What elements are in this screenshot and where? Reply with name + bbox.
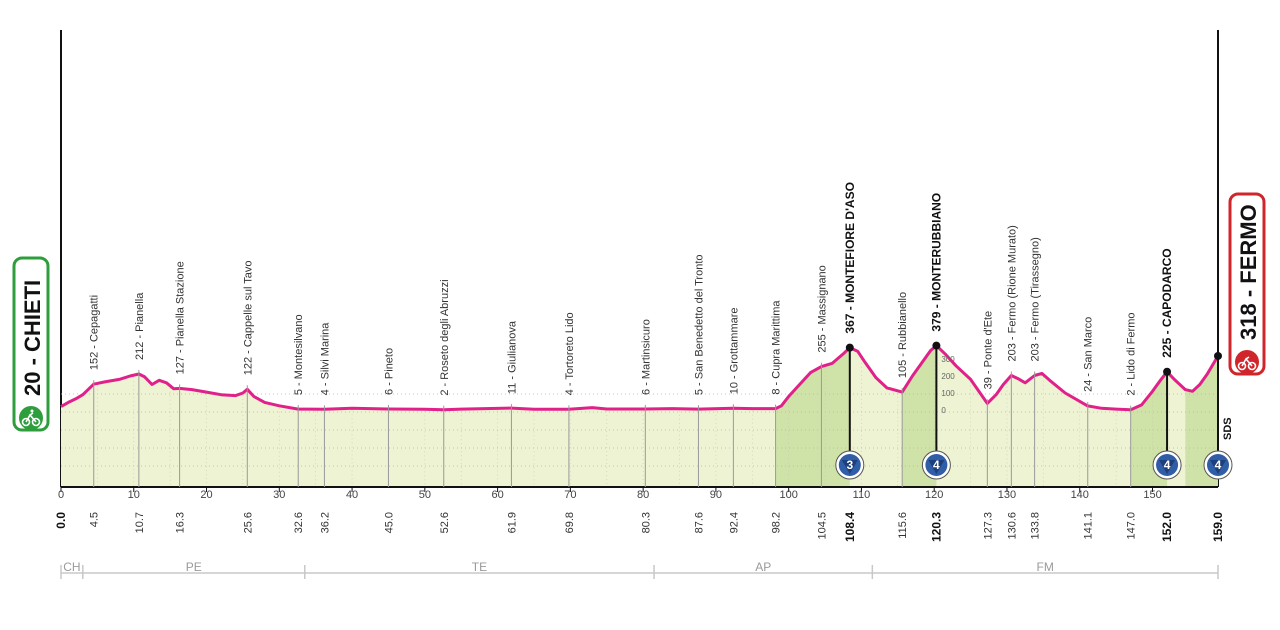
profile-line — [60, 344, 1220, 412]
start-city-label: 20 - CHIETI — [20, 280, 45, 396]
start-badge: 20 - CHIETI — [12, 256, 50, 432]
mountain-icon — [928, 460, 945, 474]
waypoint-label: 225 - CAPODARCO — [1160, 248, 1174, 357]
x-tick-label: 10 — [128, 489, 140, 501]
altitude-scale-label: 300 — [941, 355, 955, 364]
waypoint-km-label: 69.8 — [564, 512, 576, 533]
waypoint-label: 2 - Roseto degli Abruzzi — [439, 279, 451, 395]
mountain-icon — [1210, 460, 1226, 474]
x-tick-label: 110 — [853, 489, 871, 501]
waypoint-km-label: 130.6 — [1006, 512, 1018, 540]
waypoint-label: 6 - Pineto — [383, 348, 395, 395]
finish-badge: 318 - FERMO — [1228, 192, 1266, 376]
waypoint-label: 39 - Ponte d'Ete — [982, 311, 994, 390]
altitude-scale-label: 200 — [941, 372, 955, 381]
waypoint-km-label: 61.9 — [506, 512, 518, 533]
x-tick-label: 40 — [346, 489, 358, 501]
province-label: FM — [1037, 560, 1054, 574]
finish-flag-icon — [1237, 356, 1257, 371]
start-icon-circle — [19, 406, 43, 430]
x-tick-label: 0 — [58, 489, 64, 501]
cyclist-icon — [21, 409, 41, 427]
waypoint-km-label: 115.6 — [897, 512, 909, 539]
x-tick-label: 120 — [925, 489, 943, 501]
gpm-marker-dot — [845, 343, 854, 352]
waypoint-label: 10 - Grottammare — [728, 307, 740, 394]
waypoint-label: 367 - MONTEFIORE D'ASO — [843, 182, 857, 334]
waypoint-km-label: 108.4 — [843, 512, 857, 542]
waypoint-label: 5 - Montesilvano — [293, 314, 305, 395]
x-tick-label: 130 — [998, 489, 1016, 501]
waypoint-label: 203 - Fermo (Tirassegno) — [1030, 237, 1042, 361]
waypoint-label: 4 - Silvi Marina — [319, 322, 331, 396]
x-tick-label: 100 — [779, 489, 797, 501]
gpm-category-label: 3 — [846, 458, 853, 472]
waypoint-label: 122 - Cappelle sul Tavo — [242, 260, 254, 375]
x-tick-label: 90 — [710, 489, 722, 501]
waypoint-km-label: 10.7 — [134, 512, 146, 533]
waypoint-km-label: 32.6 — [293, 512, 305, 533]
waypoint-km-label: 4.5 — [89, 512, 101, 527]
waypoint-label: 8 - Cupra Marittima — [771, 300, 783, 395]
waypoint-label: 4 - Tortoreto Lido — [564, 312, 576, 395]
waypoint-label: 105 - Rubbianello — [897, 292, 909, 378]
gpm-marker-dot — [1214, 351, 1222, 360]
x-tick-label: 150 — [1143, 489, 1161, 501]
waypoint-label: 2 - Lido di Fermo — [1126, 313, 1138, 396]
climb-area — [775, 347, 850, 487]
waypoint-km-label: 127.3 — [982, 512, 994, 540]
waypoint-label: 379 - MONTERUBBIANO — [929, 193, 943, 332]
waypoint-km-label: 80.3 — [640, 512, 652, 533]
waypoint-km-label: 16.3 — [175, 512, 187, 533]
waypoint-km-label: 36.2 — [319, 512, 331, 533]
province-label: PE — [186, 560, 202, 574]
waypoint-km-label: 104.5 — [816, 512, 828, 540]
waypoint-km-label: 141.1 — [1083, 512, 1095, 540]
gpm-category-label: 4 — [1215, 458, 1222, 472]
gpm-marker-dot — [1163, 367, 1172, 376]
x-tick-label: 60 — [491, 489, 503, 501]
gpm-category-label: 4 — [933, 458, 940, 472]
waypoint-km-label: 87.6 — [693, 512, 705, 533]
waypoint-km-label: 120.3 — [929, 512, 943, 542]
mountain-icon — [1159, 460, 1176, 474]
province-label: CH — [63, 560, 80, 574]
waypoint-km-label: 45.0 — [383, 512, 395, 533]
sds-label: SDS — [1222, 417, 1234, 440]
province-label: TE — [472, 560, 487, 574]
waypoint-label: 212 - Pianella — [134, 292, 146, 360]
waypoint-km-label: 0.0 — [54, 512, 68, 529]
waypoint-label: 152 - Cepagatti — [89, 295, 101, 370]
waypoint-label: 6 - Martinsicuro — [640, 319, 652, 395]
waypoint-km-label: 152.0 — [1160, 512, 1174, 542]
waypoint-label: 5 - San Benedetto del Tronto — [693, 254, 705, 395]
province-label: AP — [755, 560, 771, 574]
x-tick-label: 140 — [1071, 489, 1089, 501]
altitude-scale-label: 0 — [941, 406, 946, 415]
waypoint-label: 11 - Giulianova — [506, 320, 518, 394]
waypoint-km-label: 92.4 — [728, 512, 740, 533]
x-tick-label: 30 — [273, 489, 285, 501]
waypoint-label: 24 - San Marco — [1083, 317, 1095, 392]
x-tick-label: 20 — [200, 489, 212, 501]
waypoint-label: 255 - Massignano — [816, 265, 828, 352]
x-tick-label: 50 — [419, 489, 431, 501]
gpm-category-label: 4 — [1164, 458, 1171, 472]
mountain-icon — [841, 460, 858, 474]
finish-icon-circle — [1235, 350, 1259, 374]
gpm-marker-dot — [932, 341, 941, 350]
waypoint-km-label: 98.2 — [771, 512, 783, 533]
finish-city-label: 318 - FERMO — [1236, 204, 1261, 340]
waypoint-km-label: 25.6 — [242, 512, 254, 533]
waypoint-label: 203 - Fermo (Rione Murato) — [1006, 225, 1018, 361]
waypoint-km-label: 52.6 — [439, 512, 451, 533]
waypoint-km-label: 147.0 — [1126, 512, 1138, 540]
x-tick-label: 70 — [564, 489, 576, 501]
x-tick-label: 80 — [637, 489, 649, 501]
altitude-scale-label: 100 — [941, 389, 955, 398]
waypoint-km-label: 159.0 — [1211, 512, 1225, 542]
waypoint-km-label: 133.8 — [1030, 512, 1042, 540]
waypoint-label: 127 - Pianella Stazione — [175, 261, 187, 374]
